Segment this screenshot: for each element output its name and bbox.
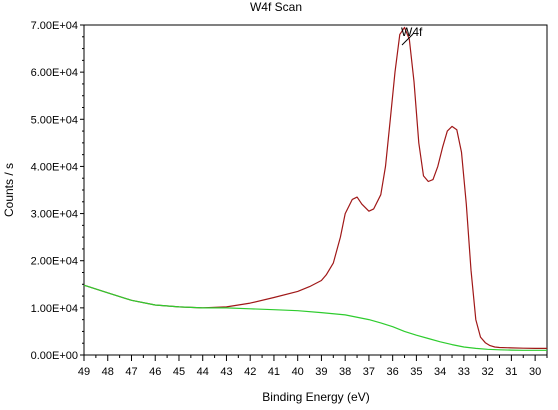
y-axis: 0.00E+00 1.00E+04 2.00E+04 3.00E+04 4.00E+04… bbox=[31, 20, 84, 362]
x-tick-label: 44 bbox=[197, 366, 209, 378]
series-line-background bbox=[83, 284, 547, 351]
x-tick-label: 36 bbox=[387, 366, 399, 378]
x-tick-label: 46 bbox=[149, 366, 161, 378]
chart-title: W4f Scan bbox=[250, 0, 302, 14]
x-tick-label: 43 bbox=[220, 366, 232, 378]
annotation-label: W4f bbox=[401, 25, 423, 39]
y-tick-label: 5.00E+04 bbox=[31, 114, 78, 126]
plot-frame bbox=[83, 24, 548, 356]
x-axis: 49 48 47 46 45 44 43 42 41 40 39 38 37 36 35 34 33 32 31 30 bbox=[78, 355, 548, 378]
x-tick-label: 35 bbox=[410, 366, 422, 378]
x-tick-label: 37 bbox=[363, 366, 375, 378]
x-tick-label: 30 bbox=[529, 366, 541, 378]
x-tick-label: 39 bbox=[315, 366, 327, 378]
y-tick-label: 3.00E+04 bbox=[31, 209, 78, 221]
x-tick-label: 38 bbox=[339, 366, 351, 378]
x-tick-label: 49 bbox=[78, 366, 90, 378]
y-tick-label: 4.00E+04 bbox=[31, 161, 78, 173]
y-tick-label: 1.00E+04 bbox=[31, 303, 78, 315]
series-line-spectrum bbox=[83, 26, 547, 349]
y-tick-label: 6.00E+04 bbox=[31, 67, 78, 79]
y-tick-label: 7.00E+04 bbox=[31, 20, 78, 32]
x-tick-label: 48 bbox=[102, 366, 114, 378]
annotation-marker bbox=[401, 33, 414, 46]
x-tick-label: 47 bbox=[125, 366, 137, 378]
x-tick-label: 42 bbox=[244, 366, 256, 378]
x-tick-label: 31 bbox=[505, 366, 517, 378]
x-tick-label: 41 bbox=[268, 366, 280, 378]
x-tick-label: 34 bbox=[434, 366, 446, 378]
x-tick-label: 40 bbox=[292, 366, 304, 378]
x-axis-title: Binding Energy (eV) bbox=[262, 390, 369, 404]
y-axis-title: Counts / s bbox=[2, 163, 16, 217]
x-tick-label: 32 bbox=[482, 366, 494, 378]
y-tick-label: 2.00E+04 bbox=[31, 256, 78, 268]
x-tick-label: 33 bbox=[458, 366, 470, 378]
x-tick-label: 45 bbox=[173, 366, 185, 378]
series-layer bbox=[83, 26, 547, 351]
y-tick-label: 0.00E+00 bbox=[31, 350, 78, 362]
